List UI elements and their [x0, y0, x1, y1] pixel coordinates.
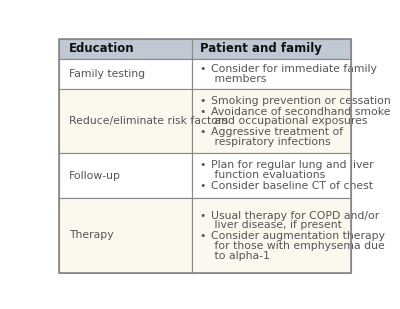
Text: liver disease, if present: liver disease, if present [211, 220, 342, 230]
Bar [59, 89, 192, 153]
Bar [192, 89, 351, 153]
Text: Plan for regular lung and liver: Plan for regular lung and liver [211, 160, 374, 171]
Bar [59, 198, 192, 273]
Text: •: • [200, 64, 206, 74]
Text: •: • [200, 181, 206, 191]
Text: for those with emphysema due: for those with emphysema due [211, 241, 385, 251]
Text: Aggressive treatment of: Aggressive treatment of [211, 127, 343, 138]
Text: and occupational exposures: and occupational exposures [211, 116, 368, 126]
Text: •: • [200, 107, 206, 117]
Text: Avoidance of secondhand smoke: Avoidance of secondhand smoke [211, 107, 390, 117]
Text: Usual therapy for COPD and/or: Usual therapy for COPD and/or [211, 211, 379, 221]
Text: Family testing: Family testing [68, 69, 145, 79]
Text: Education: Education [68, 42, 134, 56]
Text: members: members [211, 74, 266, 84]
Text: Consider baseline CT of chest: Consider baseline CT of chest [211, 181, 373, 191]
Text: function evaluations: function evaluations [211, 170, 325, 180]
Text: Consider for immediate family: Consider for immediate family [211, 64, 377, 74]
Bar [59, 39, 192, 59]
Text: to alpha-1: to alpha-1 [211, 251, 270, 260]
Text: Smoking prevention or cessation: Smoking prevention or cessation [211, 96, 391, 106]
Text: •: • [200, 127, 206, 138]
Text: •: • [200, 211, 206, 221]
Bar [59, 59, 192, 89]
Bar [192, 59, 351, 89]
Text: Consider augmentation therapy: Consider augmentation therapy [211, 231, 385, 241]
Text: •: • [200, 96, 206, 106]
Bar [192, 198, 351, 273]
Text: Reduce/eliminate risk factors: Reduce/eliminate risk factors [68, 116, 228, 126]
Text: Patient and family: Patient and family [200, 42, 322, 56]
Bar [59, 153, 192, 198]
Text: respiratory infections: respiratory infections [211, 137, 330, 147]
Bar [192, 153, 351, 198]
Bar [192, 39, 351, 59]
Text: Therapy: Therapy [68, 231, 113, 240]
Text: •: • [200, 231, 206, 241]
Text: Follow-up: Follow-up [68, 171, 120, 180]
Text: •: • [200, 160, 206, 171]
